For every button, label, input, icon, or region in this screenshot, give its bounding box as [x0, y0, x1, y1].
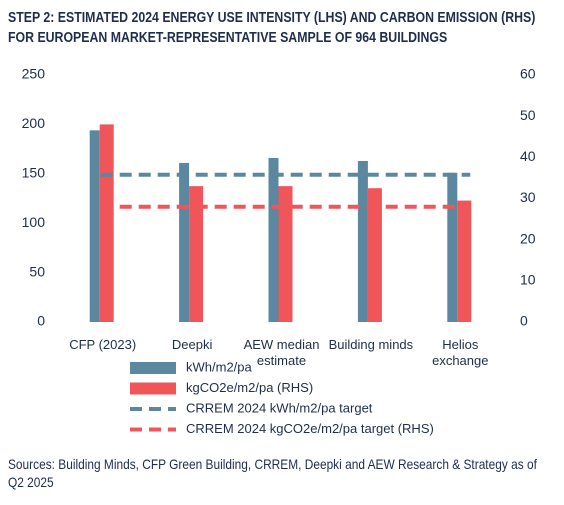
y-tick-label: 200 [22, 115, 46, 131]
bar [189, 186, 204, 322]
y2-tick-label: 20 [520, 230, 536, 246]
bar [447, 172, 458, 322]
bar [278, 186, 293, 322]
x-tick-label: CFP (2023) [69, 337, 137, 352]
y-tick-label: 0 [37, 313, 45, 329]
y2-tick-label: 30 [520, 189, 536, 205]
y2-tick-label: 50 [520, 107, 536, 123]
bar [457, 200, 472, 322]
legend-label: kWh/m2/pa [186, 359, 253, 374]
y-tick-label: 100 [22, 214, 46, 230]
bar [179, 162, 190, 322]
source-note: Sources: Building Minds, CFP Green Build… [8, 456, 537, 490]
legend-label: CRREM 2024 kgCO2e/m2/pa target (RHS) [186, 421, 434, 436]
bar [357, 160, 368, 322]
y2-tick-label: 10 [520, 272, 536, 288]
y2-tick-label: 60 [520, 66, 536, 82]
y2-tick-label: 0 [520, 313, 528, 329]
bar [89, 130, 100, 322]
legend-swatch [130, 382, 176, 395]
bar [99, 124, 114, 323]
legend-label: kgCO2e/m2/pa (RHS) [186, 380, 313, 395]
x-tick-label: Building minds [328, 337, 414, 352]
bar [268, 157, 279, 322]
y-tick-label: 150 [22, 165, 46, 181]
y-tick-label: 250 [22, 66, 46, 82]
chart-title: STEP 2: ESTIMATED 2024 ENERGY USE INTENS… [8, 10, 536, 46]
bar [367, 188, 382, 322]
x-tick-label: Deepki [171, 337, 213, 352]
y2-tick-label: 40 [520, 148, 536, 164]
x-tick-label: AEW median estimate [243, 337, 320, 368]
x-tick-label: Helios exchange [432, 337, 489, 368]
y-tick-label: 50 [29, 263, 45, 279]
legend-swatch [130, 362, 176, 374]
legend-label: CRREM 2024 kWh/m2/pa target [186, 400, 373, 415]
